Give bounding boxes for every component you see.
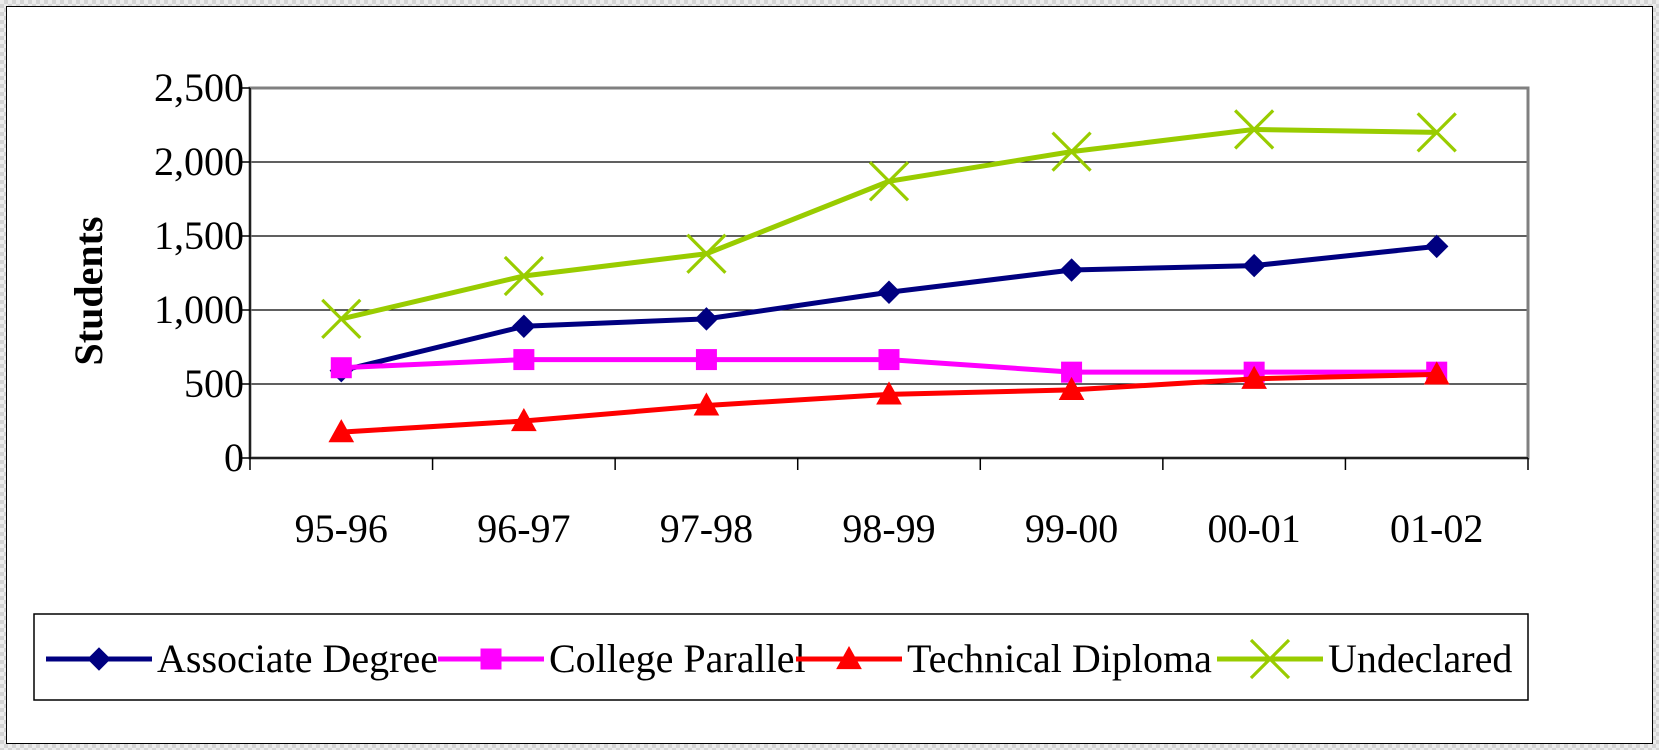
data-point: [1059, 258, 1084, 282]
legend-label: Technical Diploma: [907, 636, 1212, 681]
data-point: [513, 349, 535, 371]
data-point: [330, 357, 352, 379]
x-tick-label: 97-98: [660, 506, 753, 551]
legend-entry: Undeclared: [1217, 636, 1512, 681]
data-point: [328, 419, 355, 443]
legend-entry: Associate Degree: [46, 636, 438, 681]
y-tick-label: 2,000: [154, 139, 244, 184]
data-point: [868, 161, 910, 202]
y-tick-label: 2,500: [154, 65, 244, 110]
x-tick-label: 99-00: [1025, 506, 1118, 551]
y-tick-label: 0: [224, 435, 244, 480]
data-point: [1242, 253, 1266, 278]
data-point: [878, 349, 900, 371]
legend-entry: Technical Diploma: [796, 636, 1212, 681]
legend-label: Undeclared: [1328, 636, 1512, 681]
series-technical-diploma: [328, 361, 1450, 443]
data-point: [686, 233, 727, 274]
data-point: [512, 314, 536, 338]
y-tick-label: 1,500: [154, 213, 244, 258]
chart-frame: 0 500 1,000 1,500 2,000 2,500 95-96 96-97 97-98…: [6, 6, 1653, 744]
line-chart: 0 500 1,000 1,500 2,000 2,500 95-96 96-97 97-98…: [6, 6, 1653, 744]
data-point: [1058, 376, 1085, 401]
x-tick-label: 96-97: [477, 506, 570, 551]
legend-label: College Parallel: [549, 636, 806, 681]
legend-marker: [480, 648, 502, 670]
legend: Associate Degree College Parallel Technica…: [33, 613, 1529, 701]
legend-marker: [836, 645, 862, 670]
x-tick-label: 95-96: [295, 506, 388, 551]
data-point: [1423, 361, 1450, 385]
axes: [6, 6, 1653, 744]
y-axis-title: Students: [66, 217, 111, 366]
x-tick-label: 98-99: [842, 506, 935, 551]
data-point: [1241, 365, 1267, 389]
x-tick-label: 00-01: [1207, 506, 1300, 551]
legend-marker: [1249, 638, 1291, 680]
data-point: [1416, 112, 1457, 153]
legend-marker: [87, 647, 111, 671]
series-undeclared: [321, 109, 1457, 340]
legend-entry: College Parallel: [438, 636, 806, 681]
series-lines: [321, 109, 1457, 443]
data-point: [503, 255, 544, 297]
data-point: [1425, 234, 1449, 259]
data-point: [1234, 109, 1275, 150]
data-point: [1051, 131, 1092, 172]
x-tick-label: 01-02: [1390, 506, 1483, 551]
chart-border: [6, 6, 1653, 744]
data-point: [877, 280, 901, 304]
y-tick-label: 1,000: [154, 287, 244, 332]
y-tick-labels: 0 500 1,000 1,500 2,000 2,500: [154, 65, 244, 480]
data-point: [321, 298, 362, 340]
data-point: [693, 392, 720, 416]
data-point: [511, 407, 537, 432]
legend-label: Associate Degree: [157, 636, 438, 681]
data-point: [876, 381, 902, 405]
data-point: [695, 349, 717, 371]
data-point: [694, 307, 719, 331]
y-tick-label: 500: [184, 361, 244, 406]
x-tick-labels: 95-96 96-97 97-98 98-99 99-00 00-01 01-02: [295, 506, 1484, 551]
